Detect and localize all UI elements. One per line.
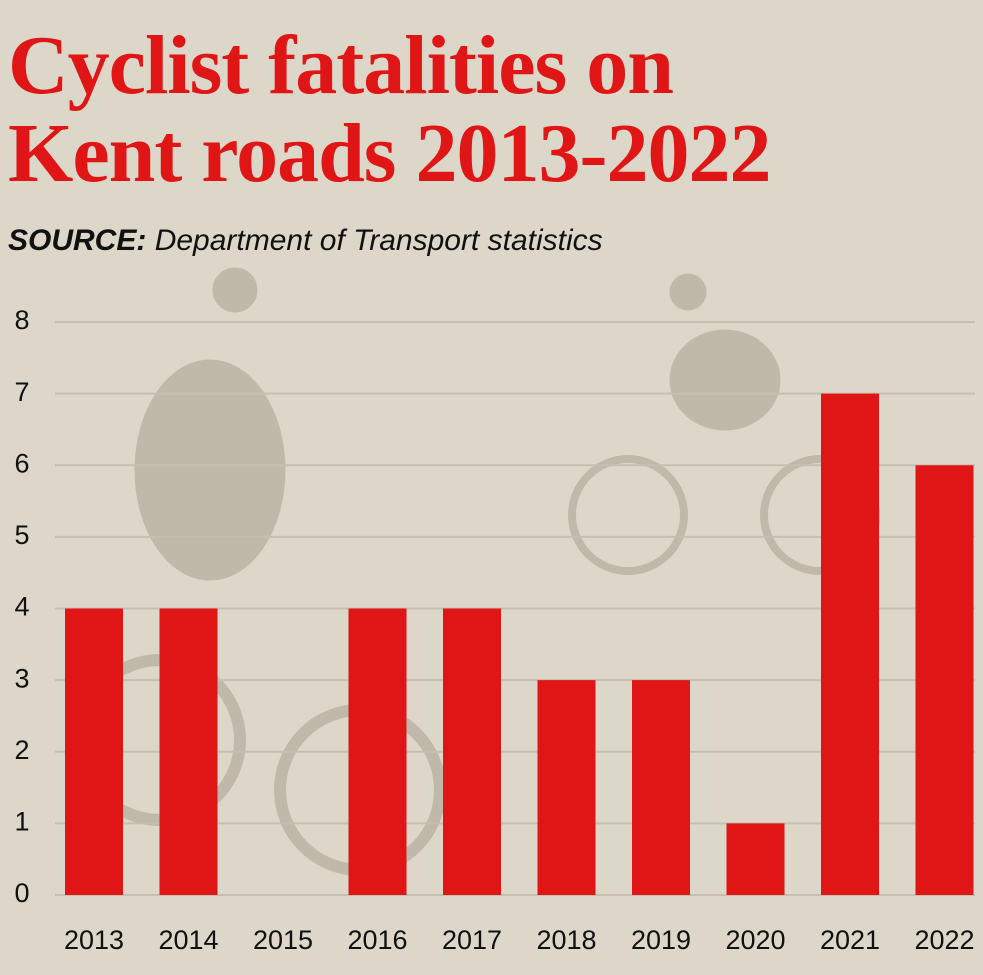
bar [443,608,501,895]
rider-body [669,329,781,431]
chart-title: Cyclist fatalities on [8,19,674,112]
y-tick-label: 1 [14,807,29,837]
bar [65,608,123,895]
bar [632,680,690,895]
x-tick-label: 2019 [631,925,691,955]
source-text: Department of Transport statistics [154,224,603,257]
x-tick-label: 2015 [253,925,313,955]
y-tick-label: 6 [14,448,29,478]
x-tick-label: 2016 [347,925,407,955]
bar [726,823,785,895]
bar [348,608,407,895]
chart-title: Kent roads 2013-2022 [8,107,771,200]
y-tick-label: 4 [14,592,29,622]
y-tick-label: 5 [14,520,29,550]
y-tick-label: 2 [14,735,29,765]
bar [537,680,596,895]
source-label: SOURCE: [8,224,147,257]
bar [915,465,974,895]
rider-head [669,273,707,311]
y-tick-label: 3 [14,663,29,693]
rider-head [212,267,258,313]
x-tick-label: 2013 [64,925,124,955]
x-tick-label: 2022 [914,925,974,955]
y-tick-label: 8 [14,305,29,335]
bar [159,608,218,895]
source: SOURCE: Department of Transport statisti… [8,224,603,258]
y-tick-label: 7 [14,377,29,407]
x-tick-label: 2018 [536,925,596,955]
wheel [568,455,688,575]
x-tick-label: 2021 [820,925,880,955]
y-tick-label: 0 [14,878,29,908]
bar [821,393,879,895]
silhouette [74,267,880,876]
x-tick-label: 2020 [725,925,785,955]
x-tick-label: 2014 [158,925,218,955]
rider-body [134,359,286,581]
x-tick-label: 2017 [442,925,502,955]
